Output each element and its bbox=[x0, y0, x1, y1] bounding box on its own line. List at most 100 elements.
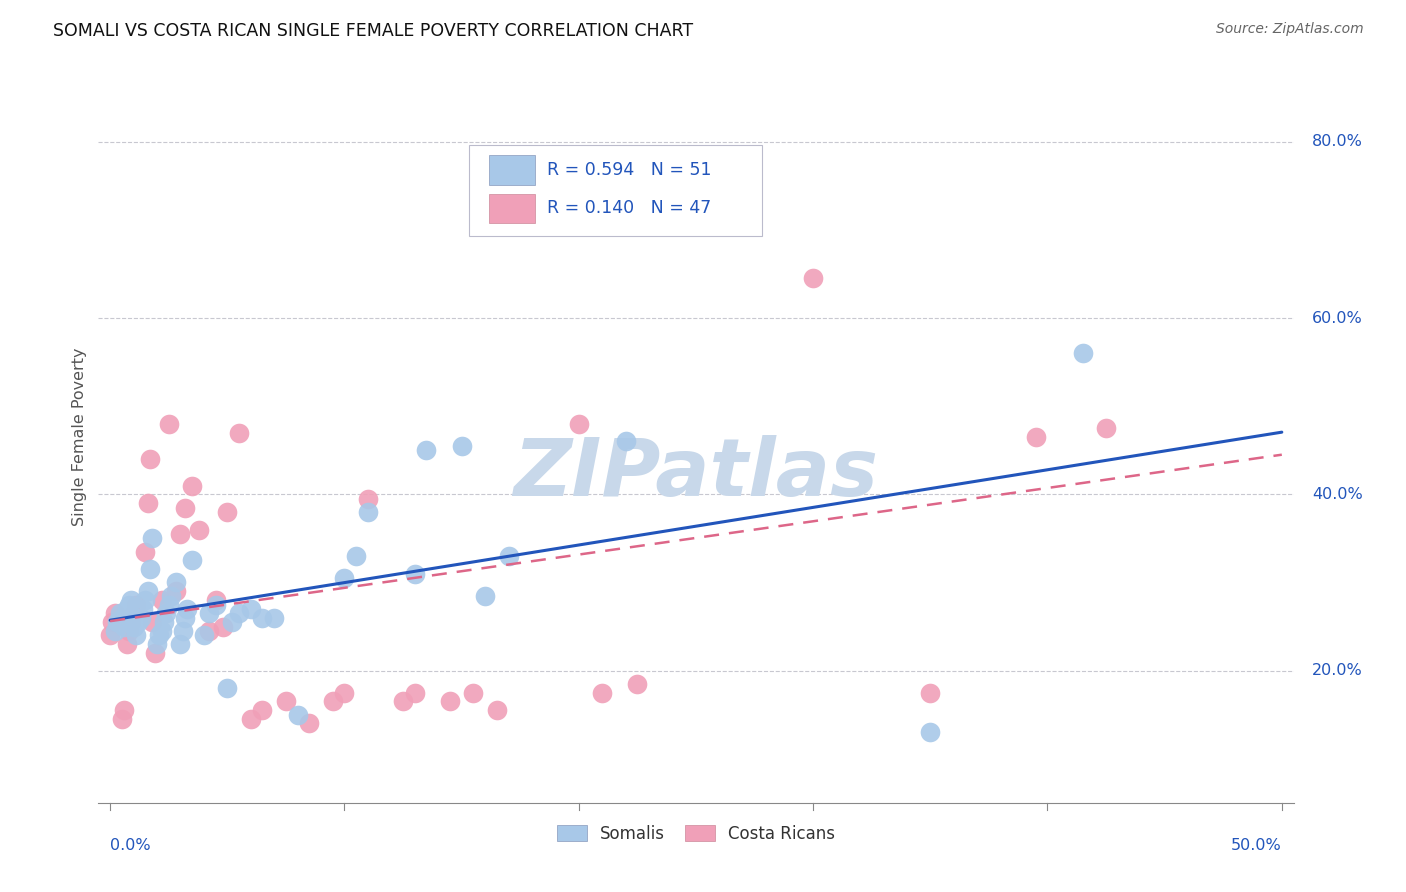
Point bbox=[157, 598, 180, 612]
Point bbox=[112, 703, 135, 717]
Point bbox=[139, 452, 162, 467]
Point bbox=[193, 628, 215, 642]
Point bbox=[181, 553, 204, 567]
Point bbox=[322, 694, 344, 708]
Point bbox=[108, 607, 131, 621]
Point bbox=[344, 549, 367, 563]
Point bbox=[136, 584, 159, 599]
Point bbox=[221, 615, 243, 629]
Point bbox=[197, 624, 219, 638]
Point bbox=[146, 637, 169, 651]
Point bbox=[333, 571, 356, 585]
Point bbox=[139, 562, 162, 576]
Point bbox=[181, 478, 204, 492]
Point bbox=[111, 611, 134, 625]
Point bbox=[252, 703, 274, 717]
Point bbox=[298, 716, 321, 731]
Point bbox=[118, 624, 141, 638]
FancyBboxPatch shape bbox=[470, 145, 762, 235]
Point bbox=[274, 694, 297, 708]
Point bbox=[122, 607, 145, 621]
Point bbox=[217, 505, 239, 519]
Point bbox=[98, 628, 121, 642]
Point bbox=[614, 434, 637, 449]
Point bbox=[125, 598, 148, 612]
Point bbox=[463, 686, 485, 700]
Point bbox=[169, 527, 191, 541]
Point bbox=[217, 681, 239, 696]
Point bbox=[150, 624, 173, 638]
Point bbox=[143, 646, 166, 660]
Point bbox=[252, 611, 274, 625]
Point bbox=[197, 607, 219, 621]
Point bbox=[450, 439, 472, 453]
Point bbox=[1095, 421, 1118, 435]
Point bbox=[404, 566, 426, 581]
Point bbox=[239, 602, 262, 616]
Point bbox=[228, 607, 250, 621]
Point bbox=[112, 619, 135, 633]
Point bbox=[568, 417, 591, 431]
Point bbox=[188, 523, 211, 537]
Point bbox=[157, 417, 180, 431]
Point bbox=[125, 628, 148, 642]
Point bbox=[104, 607, 127, 621]
FancyBboxPatch shape bbox=[489, 194, 534, 223]
Text: SOMALI VS COSTA RICAN SINGLE FEMALE POVERTY CORRELATION CHART: SOMALI VS COSTA RICAN SINGLE FEMALE POVE… bbox=[53, 22, 693, 40]
Point bbox=[439, 694, 461, 708]
Point bbox=[228, 425, 250, 440]
Text: 80.0%: 80.0% bbox=[1312, 135, 1364, 149]
Point bbox=[132, 602, 155, 616]
Point bbox=[127, 615, 149, 629]
Point bbox=[801, 271, 824, 285]
Point bbox=[1025, 430, 1047, 444]
Point bbox=[920, 725, 942, 739]
Point bbox=[211, 619, 233, 633]
Point bbox=[160, 589, 183, 603]
Point bbox=[357, 505, 380, 519]
Point bbox=[1071, 346, 1094, 360]
Point bbox=[120, 593, 142, 607]
Point bbox=[141, 532, 163, 546]
Point bbox=[172, 624, 194, 638]
Point bbox=[134, 544, 156, 558]
Text: ZIPatlas: ZIPatlas bbox=[513, 434, 879, 513]
Point bbox=[165, 575, 187, 590]
Point bbox=[104, 624, 127, 638]
Point bbox=[204, 593, 226, 607]
FancyBboxPatch shape bbox=[489, 155, 534, 185]
Point bbox=[148, 628, 170, 642]
Point bbox=[204, 598, 226, 612]
Legend: Somalis, Costa Ricans: Somalis, Costa Ricans bbox=[550, 818, 842, 849]
Point bbox=[263, 611, 285, 625]
Point bbox=[174, 500, 197, 515]
Point bbox=[155, 607, 177, 621]
Point bbox=[174, 611, 197, 625]
Point bbox=[485, 703, 508, 717]
Point bbox=[333, 686, 356, 700]
Point bbox=[731, 201, 754, 215]
Point bbox=[115, 602, 138, 616]
Point bbox=[120, 615, 142, 629]
Text: R = 0.594   N = 51: R = 0.594 N = 51 bbox=[547, 161, 711, 179]
Text: 50.0%: 50.0% bbox=[1232, 838, 1282, 853]
Point bbox=[105, 615, 128, 629]
Point bbox=[169, 637, 191, 651]
Point bbox=[474, 589, 496, 603]
Text: 40.0%: 40.0% bbox=[1312, 487, 1362, 502]
Point bbox=[153, 615, 176, 629]
Text: 60.0%: 60.0% bbox=[1312, 310, 1362, 326]
Point bbox=[129, 611, 152, 625]
Point bbox=[111, 712, 134, 726]
Y-axis label: Single Female Poverty: Single Female Poverty bbox=[72, 348, 87, 526]
Point bbox=[141, 615, 163, 629]
Point bbox=[626, 677, 648, 691]
Text: 0.0%: 0.0% bbox=[110, 838, 150, 853]
Text: 20.0%: 20.0% bbox=[1312, 663, 1362, 678]
Point bbox=[176, 602, 198, 616]
Point bbox=[239, 712, 262, 726]
Point bbox=[357, 491, 380, 506]
Point bbox=[134, 593, 156, 607]
Point bbox=[404, 686, 426, 700]
Point bbox=[591, 686, 613, 700]
